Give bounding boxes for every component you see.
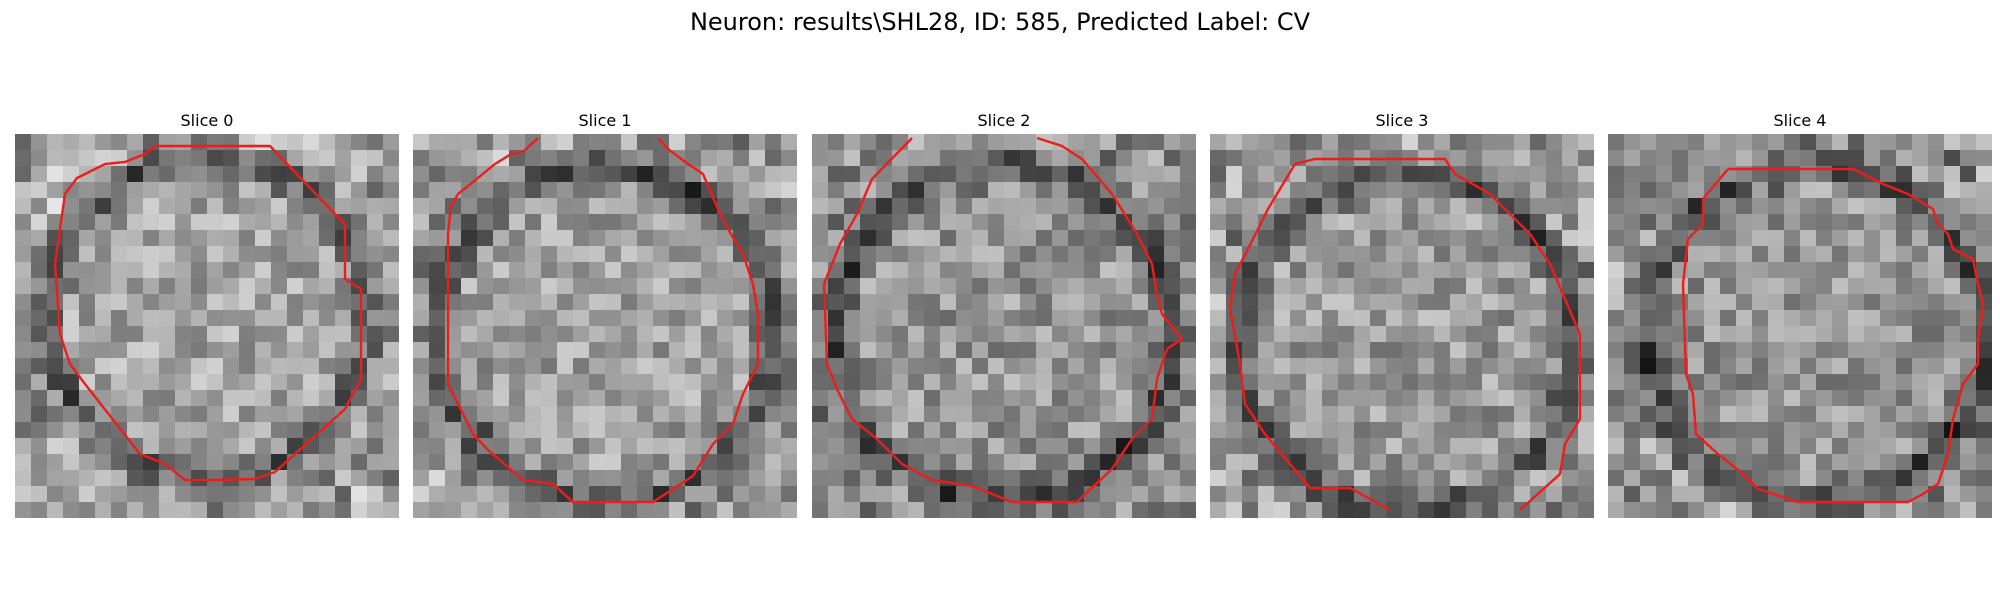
- slice-1-image: [413, 134, 797, 518]
- slice-2-contour: [822, 136, 1184, 504]
- slice-3-contour-overlay: [1228, 157, 1582, 512]
- slice-4-grayscale-canvas: [1608, 134, 1992, 518]
- slice-1-grayscale-canvas: [413, 134, 797, 518]
- figure-title: Neuron: results\SHL28, ID: 585, Predicte…: [689, 8, 1311, 36]
- slice-panel-0: Slice 0: [15, 108, 399, 518]
- slice-0-label: Slice 0: [180, 111, 234, 130]
- slice-0-contour: [53, 144, 363, 482]
- slice-panel-1: Slice 1: [413, 108, 797, 518]
- slice-1-label: Slice 1: [578, 111, 632, 130]
- slice-2-contour-overlay: [822, 136, 1184, 504]
- slice-0-contour-overlay: [53, 144, 363, 482]
- slice-4-contour-overlay: [1681, 167, 1985, 504]
- slice-3-label: Slice 3: [1375, 111, 1429, 130]
- slice-panel-3: Slice 3: [1210, 108, 1594, 518]
- slice-1-contour-overlay: [446, 137, 760, 504]
- slice-2-image: [812, 134, 1196, 518]
- slice-3-image: [1210, 134, 1594, 518]
- slice-4-contour: [1681, 167, 1985, 504]
- slice-2-grayscale-canvas: [812, 134, 1196, 518]
- slice-panel-2: Slice 2: [812, 108, 1196, 518]
- slice-panel-4: Slice 4: [1608, 108, 1992, 518]
- slice-0-image: [15, 134, 399, 518]
- slice-2-label: Slice 2: [977, 111, 1031, 130]
- slice-4-image: [1608, 134, 1992, 518]
- slice-4-label: Slice 4: [1773, 111, 1827, 130]
- slice-3-contour-left: [1228, 157, 1582, 512]
- slice-1-contour-left: [446, 137, 760, 504]
- slice-0-grayscale-canvas: [15, 134, 399, 518]
